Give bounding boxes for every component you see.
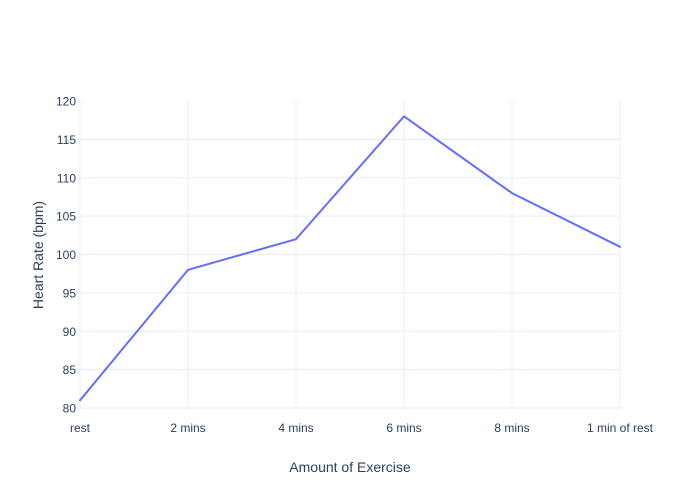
x-tick-label: rest: [70, 421, 91, 435]
y-tick-label: 115: [57, 133, 76, 147]
y-tick-label: 85: [63, 363, 77, 377]
x-tick-label: 2 mins: [170, 421, 205, 435]
x-tick-label: 1 min of rest: [587, 421, 654, 435]
y-axis-title: Heart Rate (bpm): [30, 200, 46, 310]
y-tick-label: 110: [57, 171, 76, 185]
x-tick-label: 4 mins: [278, 421, 313, 435]
y-tick-label: 100: [56, 248, 76, 262]
heart-rate-line: [79, 115, 621, 402]
x-tick-label: 8 mins: [494, 421, 529, 435]
y-tick-label: 90: [63, 325, 77, 339]
y-tick-label: 95: [63, 286, 77, 300]
x-axis-title: Amount of Exercise: [289, 459, 411, 475]
y-tick-label: 105: [56, 210, 76, 224]
y-tick-label: 80: [63, 402, 77, 416]
x-tick-label: 6 mins: [386, 421, 421, 435]
y-tick-label: 120: [56, 95, 76, 109]
